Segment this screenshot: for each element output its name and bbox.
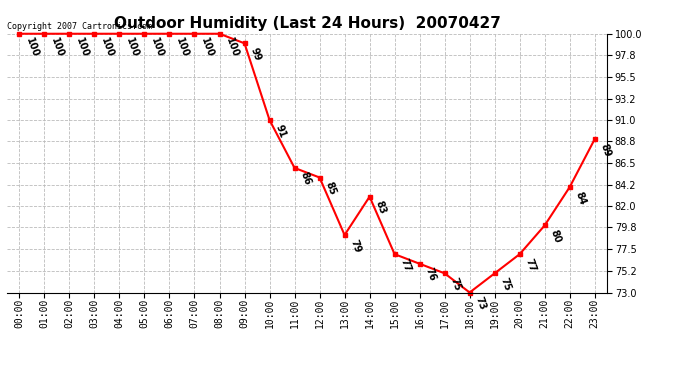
Text: Copyright 2007 Cartronics.com: Copyright 2007 Cartronics.com <box>7 22 152 31</box>
Text: 100: 100 <box>99 36 115 59</box>
Text: 99: 99 <box>248 46 263 62</box>
Text: 100: 100 <box>23 36 40 59</box>
Text: 100: 100 <box>199 36 215 59</box>
Text: 100: 100 <box>174 36 190 59</box>
Text: 73: 73 <box>474 295 488 311</box>
Text: 100: 100 <box>74 36 90 59</box>
Text: 75: 75 <box>499 276 513 292</box>
Text: 76: 76 <box>424 267 437 283</box>
Text: 80: 80 <box>549 228 563 244</box>
Text: 100: 100 <box>224 36 240 59</box>
Text: 91: 91 <box>274 123 288 139</box>
Text: 100: 100 <box>48 36 65 59</box>
Text: 83: 83 <box>374 200 388 216</box>
Text: 100: 100 <box>124 36 140 59</box>
Title: Outdoor Humidity (Last 24 Hours)  20070427: Outdoor Humidity (Last 24 Hours) 2007042… <box>114 16 500 31</box>
Text: 100: 100 <box>148 36 165 59</box>
Text: 77: 77 <box>524 257 538 273</box>
Text: 77: 77 <box>399 257 413 273</box>
Text: 75: 75 <box>448 276 463 292</box>
Text: 89: 89 <box>599 142 613 158</box>
Text: 79: 79 <box>348 238 363 254</box>
Text: 85: 85 <box>324 180 338 196</box>
Text: 84: 84 <box>574 190 588 206</box>
Text: 86: 86 <box>299 171 313 187</box>
